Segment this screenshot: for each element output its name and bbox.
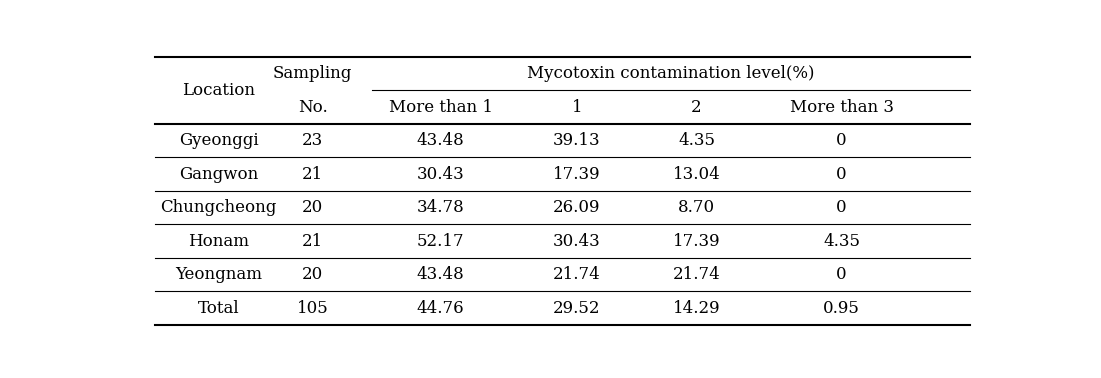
Text: 13.04: 13.04 [673, 166, 720, 183]
Text: 21.74: 21.74 [553, 266, 601, 283]
Text: 43.48: 43.48 [416, 132, 465, 149]
Text: 0: 0 [837, 166, 847, 183]
Text: 21: 21 [302, 166, 324, 183]
Text: Honam: Honam [188, 232, 249, 249]
Text: Gangwon: Gangwon [179, 166, 259, 183]
Text: 20: 20 [302, 199, 324, 216]
Text: Yeongnam: Yeongnam [175, 266, 262, 283]
Text: More than 3: More than 3 [789, 99, 894, 116]
Text: 0.95: 0.95 [824, 299, 860, 316]
Text: 8.70: 8.70 [678, 199, 715, 216]
Text: 52.17: 52.17 [416, 232, 465, 249]
Text: 30.43: 30.43 [553, 232, 601, 249]
Text: 17.39: 17.39 [673, 232, 720, 249]
Text: 43.48: 43.48 [416, 266, 465, 283]
Text: Mycotoxin contamination level(%): Mycotoxin contamination level(%) [527, 65, 815, 82]
Text: 44.76: 44.76 [416, 299, 465, 316]
Text: Location: Location [182, 82, 255, 99]
Text: 30.43: 30.43 [416, 166, 465, 183]
Text: Chungcheong: Chungcheong [161, 199, 276, 216]
Text: More than 1: More than 1 [389, 99, 492, 116]
Text: 0: 0 [837, 132, 847, 149]
Text: Sampling: Sampling [273, 65, 352, 82]
Text: 39.13: 39.13 [553, 132, 601, 149]
Text: 20: 20 [302, 266, 324, 283]
Text: 14.29: 14.29 [673, 299, 720, 316]
Text: 23: 23 [302, 132, 324, 149]
Text: 0: 0 [837, 266, 847, 283]
Text: 4.35: 4.35 [678, 132, 715, 149]
Text: 4.35: 4.35 [824, 232, 860, 249]
Text: Total: Total [198, 299, 240, 316]
Text: 0: 0 [837, 199, 847, 216]
Text: Gyeonggi: Gyeonggi [178, 132, 259, 149]
Text: 29.52: 29.52 [554, 299, 601, 316]
Text: 1: 1 [571, 99, 582, 116]
Text: 34.78: 34.78 [416, 199, 465, 216]
Text: 21: 21 [302, 232, 324, 249]
Text: 26.09: 26.09 [554, 199, 601, 216]
Text: 105: 105 [296, 299, 328, 316]
Text: 17.39: 17.39 [553, 166, 601, 183]
Text: 21.74: 21.74 [673, 266, 720, 283]
Text: No.: No. [297, 99, 327, 116]
Text: 2: 2 [691, 99, 701, 116]
